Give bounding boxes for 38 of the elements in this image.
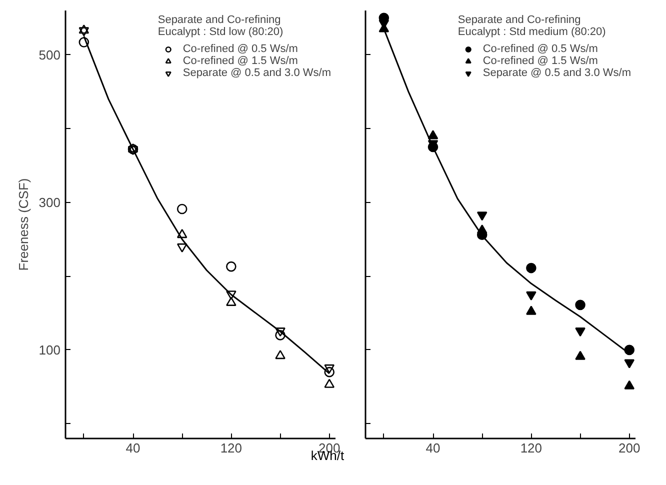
x-tick-label: 200	[618, 440, 640, 456]
point	[324, 378, 335, 388]
x-tick-label: 40	[426, 440, 440, 456]
point	[176, 204, 188, 214]
x-tick-label: 40	[126, 440, 140, 456]
point	[78, 27, 90, 36]
point	[428, 130, 438, 140]
y-axis-title: Freeness (CSF)	[16, 178, 31, 271]
point	[226, 261, 236, 272]
legend-label: Co-refined @ 0.5 Ws/m	[182, 43, 298, 55]
point	[526, 306, 536, 315]
y-tick-label: 500	[38, 47, 61, 62]
point	[476, 212, 488, 221]
legend-title: Separate and Co-refining Eucalypt : Std low (80:20)	[158, 14, 284, 38]
point	[526, 291, 536, 300]
legend-title: Separate and Co-refining Eucalypt : Std medium (80:20)	[458, 14, 607, 38]
point	[176, 228, 188, 238]
y-tick-label: 300	[38, 194, 61, 210]
legend-label: Co-refined @ 1.5 Ws/m	[182, 55, 298, 67]
point	[78, 24, 90, 34]
point	[275, 350, 286, 360]
point	[324, 366, 335, 378]
point	[226, 296, 236, 306]
point	[176, 243, 188, 252]
point	[78, 37, 90, 48]
x-tick-label: 120	[520, 440, 542, 456]
legend-label: Co-refined @ 1.5 Ws/m	[482, 55, 598, 67]
legend-label: Separate @ 0.5 and 3.0 Ws/m	[182, 67, 331, 79]
x-tick-label: 120	[220, 440, 242, 456]
point	[275, 330, 286, 340]
point	[624, 380, 635, 390]
point	[575, 350, 586, 360]
legend-label: Separate @ 0.5 and 3.0 Ws/m	[482, 67, 631, 79]
point	[575, 300, 586, 310]
y-tick-label: 100	[38, 342, 61, 358]
legend-label: Co-refined @ 0.5 Ws/m	[482, 43, 598, 55]
point	[526, 262, 536, 274]
point	[624, 359, 635, 368]
